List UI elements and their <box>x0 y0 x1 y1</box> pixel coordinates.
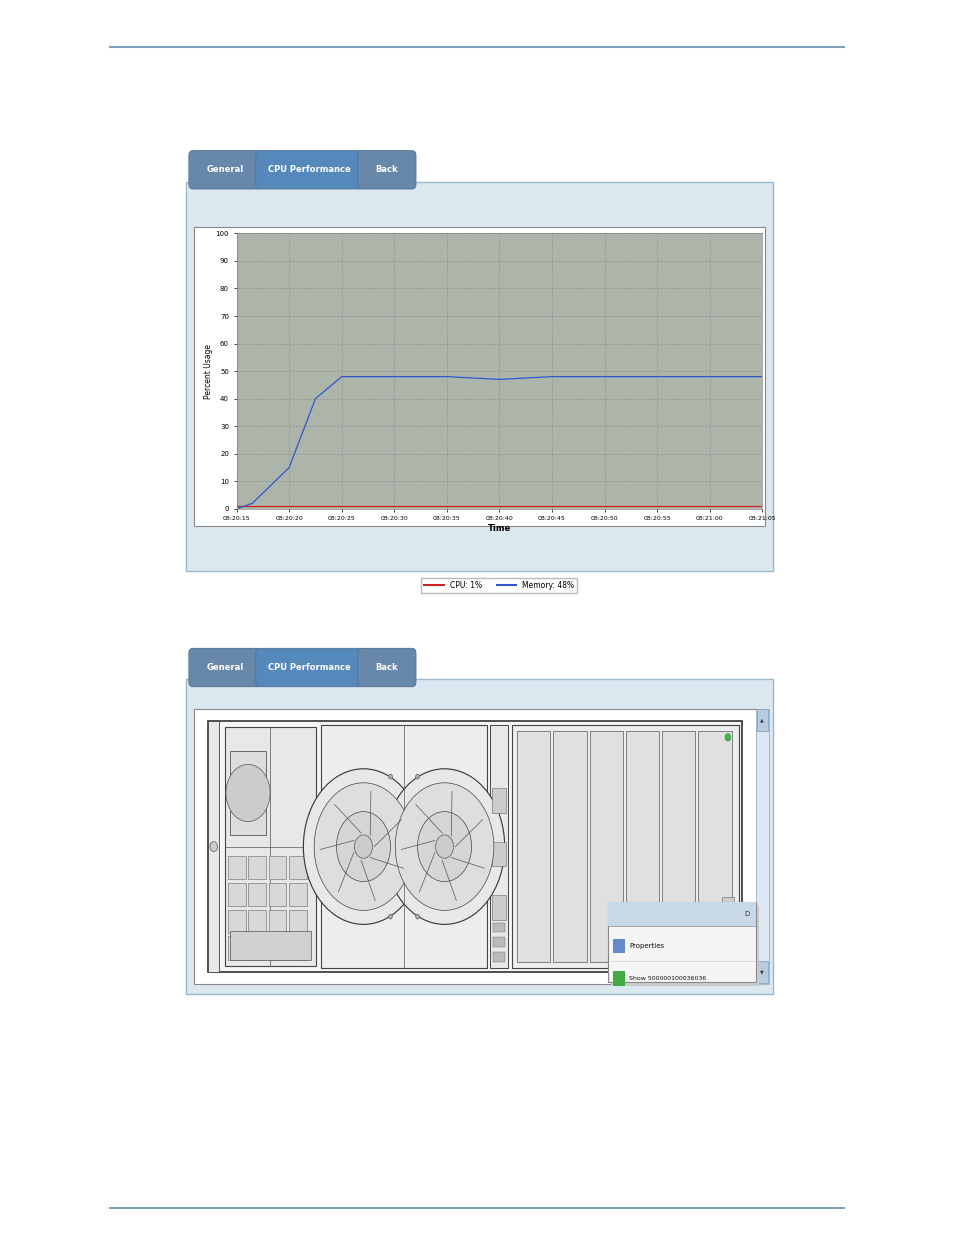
Circle shape <box>226 764 270 821</box>
X-axis label: Time: Time <box>487 524 511 534</box>
Text: ▲: ▲ <box>760 718 763 722</box>
Text: Properties: Properties <box>629 944 664 948</box>
Y-axis label: Percent Usage: Percent Usage <box>203 343 213 399</box>
Circle shape <box>724 734 730 741</box>
Bar <box>721 927 733 950</box>
Circle shape <box>303 768 423 924</box>
Circle shape <box>436 835 453 858</box>
FancyBboxPatch shape <box>189 151 261 189</box>
Bar <box>225 727 315 966</box>
Bar <box>608 902 756 926</box>
Bar <box>756 961 767 983</box>
Bar <box>208 721 219 972</box>
Text: D: D <box>743 911 749 916</box>
Circle shape <box>314 783 413 910</box>
Circle shape <box>355 835 372 858</box>
Bar <box>589 731 622 962</box>
Circle shape <box>210 842 217 852</box>
Bar <box>611 905 759 986</box>
FancyBboxPatch shape <box>255 648 363 687</box>
Circle shape <box>417 811 471 882</box>
Bar <box>289 883 306 906</box>
Bar <box>230 931 311 960</box>
Text: ▼: ▼ <box>760 969 763 974</box>
Bar <box>512 725 739 968</box>
Bar <box>248 883 266 906</box>
Bar <box>493 923 504 932</box>
Bar <box>228 936 245 960</box>
Text: CPU Performance: CPU Performance <box>268 663 351 672</box>
Text: CPU Performance: CPU Performance <box>268 165 351 174</box>
Bar <box>289 910 306 932</box>
Bar <box>553 731 586 962</box>
Bar <box>608 902 756 982</box>
Circle shape <box>388 914 392 919</box>
Bar <box>186 679 772 994</box>
Bar <box>269 883 286 906</box>
Bar <box>248 856 266 879</box>
Bar <box>289 936 306 960</box>
Bar <box>698 731 731 962</box>
Bar <box>269 856 286 879</box>
Bar <box>613 939 624 953</box>
Bar <box>490 725 507 968</box>
Circle shape <box>416 914 419 919</box>
Text: General: General <box>206 165 244 174</box>
FancyBboxPatch shape <box>357 648 416 687</box>
FancyBboxPatch shape <box>189 648 261 687</box>
Bar <box>493 952 504 962</box>
Text: Back: Back <box>375 663 397 672</box>
Circle shape <box>395 783 494 910</box>
Circle shape <box>416 774 419 779</box>
Circle shape <box>336 811 390 882</box>
Bar <box>492 842 505 866</box>
Bar <box>193 227 764 526</box>
Bar <box>193 709 756 984</box>
Bar <box>493 937 504 947</box>
Bar <box>492 788 505 813</box>
Bar <box>517 731 550 962</box>
Bar <box>230 751 266 835</box>
Bar <box>661 731 695 962</box>
Bar <box>289 856 306 879</box>
Bar <box>269 910 286 932</box>
Legend: CPU: 1%, Memory: 48%: CPU: 1%, Memory: 48% <box>421 578 577 593</box>
Bar <box>625 731 659 962</box>
Bar <box>269 936 286 960</box>
Bar <box>228 910 245 932</box>
Bar <box>248 936 266 960</box>
Bar <box>208 721 741 972</box>
Bar <box>186 182 772 571</box>
Text: Show 500000100036036: Show 500000100036036 <box>629 976 706 981</box>
FancyBboxPatch shape <box>255 151 363 189</box>
Circle shape <box>384 768 504 924</box>
FancyBboxPatch shape <box>357 151 416 189</box>
Circle shape <box>388 774 392 779</box>
Bar <box>228 883 245 906</box>
Bar <box>228 856 245 879</box>
Bar <box>492 895 505 920</box>
Text: General: General <box>206 663 244 672</box>
Text: Back: Back <box>375 165 397 174</box>
Bar <box>756 709 767 731</box>
Bar <box>613 971 624 986</box>
Bar <box>320 725 487 968</box>
Bar <box>721 897 733 919</box>
Bar <box>755 709 768 984</box>
Bar <box>248 910 266 932</box>
